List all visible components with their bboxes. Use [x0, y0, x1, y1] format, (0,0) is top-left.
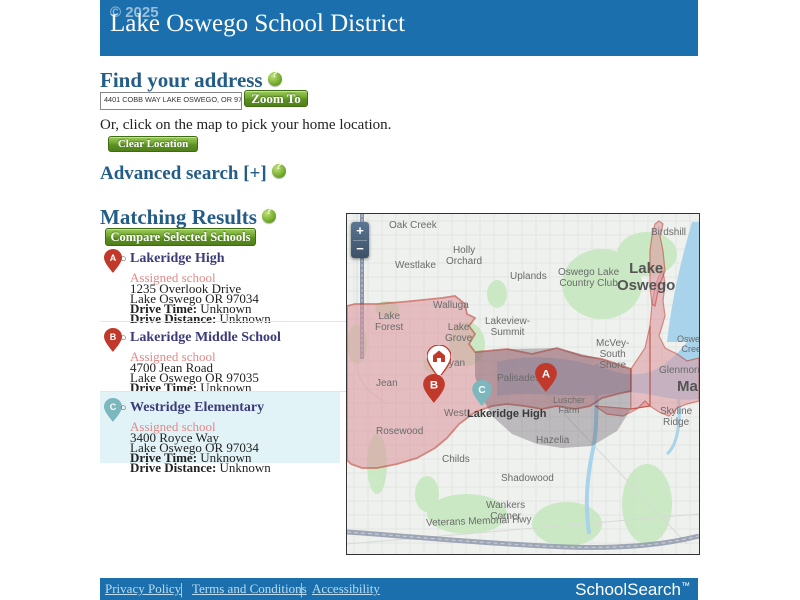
svg-text:A: A: [110, 253, 117, 263]
svg-text:B: B: [110, 332, 117, 342]
svg-text:C: C: [478, 385, 486, 396]
svg-text:A: A: [542, 368, 550, 380]
svg-text:B: B: [430, 379, 438, 391]
svg-text:C: C: [110, 402, 117, 412]
